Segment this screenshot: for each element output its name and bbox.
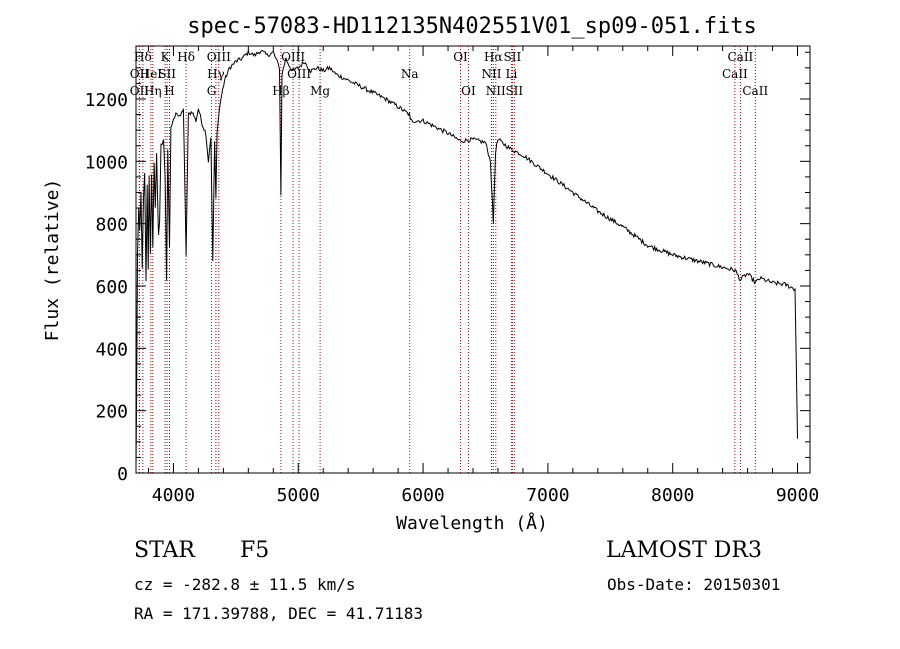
plot-frame [135,45,811,474]
line-label-hγ: Hγ [207,67,225,81]
y-tick-label: 400 [95,339,128,360]
y-axis-label: Flux (relative) [42,179,63,342]
line-label-oiii: OIII [281,50,305,64]
subclass: F5 [240,538,270,563]
line-label-caii: CaII [722,67,748,81]
line-label-k: K [161,50,171,64]
line-label-oii: OII [130,84,150,98]
x-axis-label: Wavelength (Å) [396,512,548,534]
line-label-nii: NII [486,84,506,98]
line-label-caii: CaII [727,50,753,64]
line-label-sii: SII [504,50,522,64]
line-label-oiii: OIII [207,50,231,64]
line-label-hα: Hα [484,50,503,64]
y-tick-label: 200 [95,402,128,423]
line-label-na: Na [401,67,419,81]
y-tick-label: 800 [95,215,128,236]
x-tick-label: 4000 [152,485,195,506]
y-tick-label: 0 [117,464,128,485]
x-tick-label: 9000 [776,485,819,506]
line-label-oii: OII [130,67,150,81]
line-label-mg: Mg [310,84,330,98]
object-class: STAR [134,538,195,563]
x-tick-label: 6000 [401,485,444,506]
line-label-hδ: Hδ [177,50,195,64]
line-label-oi: OI [461,84,476,98]
axis-ticks: 4000 5000 6000 7000 8000 9000 0 200 400 600 800 100… [85,46,819,506]
data-release: LAMOST DR3 [606,538,762,563]
y-tick-label: 600 [95,277,128,298]
x-tick-label: 8000 [651,485,694,506]
line-label-sii: SII [158,67,176,81]
ra-dec: RA = 171.39788, DEC = 41.71183 [134,604,423,623]
y-tick-label: 1000 [85,152,128,173]
redshift-cz: cz = -282.8 ± 11.5 km/s [134,575,356,594]
line-label-h: H [164,84,174,98]
spectrum-line [135,49,798,467]
observation-date: Obs-Date: 20150301 [607,575,781,594]
x-tick-label: 5000 [277,485,320,506]
spectral-line-markers [138,46,756,473]
line-label-hβ: Hβ [272,84,289,98]
y-tick-label: 1200 [85,90,128,111]
line-label-hη: Hη [144,84,162,98]
line-label-sii: SII [505,84,523,98]
line-label-oi: OI [453,50,468,64]
x-tick-label: 7000 [526,485,569,506]
line-label-caii: CaII [742,84,768,98]
line-label-oiii: OIII [287,67,311,81]
line-label-li: Li [505,67,517,81]
line-label-nii: NII [482,67,502,81]
line-label-g: G [207,84,217,98]
line-label-hei: HeI [140,67,163,81]
chart-title: spec-57083-HD112135N402551V01_sp09-051.f… [187,14,757,39]
line-label-hδ: Hδ [134,50,152,64]
